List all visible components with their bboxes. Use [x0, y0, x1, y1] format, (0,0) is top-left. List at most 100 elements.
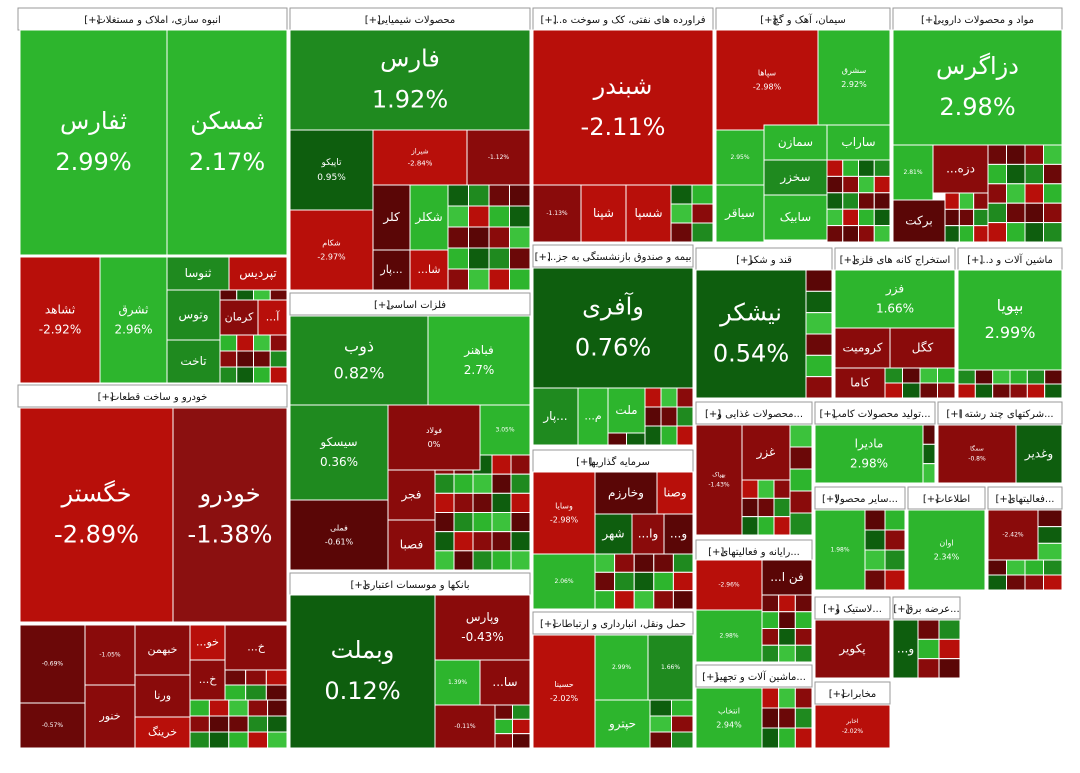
- expand-toggle[interactable]: [+]: [540, 15, 556, 26]
- stock-tile: [826, 124, 891, 161]
- expand-toggle[interactable]: [+]: [705, 409, 721, 420]
- stock-tile: [84, 624, 136, 686]
- filler-tile: [491, 492, 512, 514]
- expand-toggle[interactable]: [+]: [893, 604, 909, 615]
- stock-tile: [834, 327, 891, 369]
- filler-tile: [794, 687, 813, 709]
- expand-toggle[interactable]: [+]: [829, 689, 845, 700]
- filler-tile: [884, 569, 906, 591]
- filler-tile: [987, 183, 1007, 204]
- stock-change: -0.57%: [42, 722, 64, 729]
- stock-name: خنور: [98, 710, 120, 723]
- filler-tile: [509, 268, 531, 291]
- stock-change: 0.95%: [317, 173, 346, 183]
- stock-tile: [532, 553, 596, 610]
- stock-tile: [663, 513, 694, 555]
- filler-tile: [958, 225, 975, 243]
- stock-tile: [834, 367, 886, 399]
- stock-tile: [763, 194, 828, 241]
- expand-toggle[interactable]: [+]: [702, 672, 718, 683]
- expand-toggle[interactable]: [+]: [967, 255, 983, 266]
- filler-tile: [902, 367, 921, 384]
- stock-name: سیسکو: [319, 435, 357, 450]
- sector-header: [532, 611, 694, 635]
- filler-tile: [757, 479, 775, 499]
- filler-tile: [253, 350, 271, 368]
- filler-tile: [224, 669, 247, 686]
- stock-change: 2.96%: [114, 323, 152, 337]
- filler-tile: [447, 205, 469, 228]
- expand-toggle[interactable]: [+]: [98, 392, 114, 403]
- sector-title: قند و شکر[+]: [736, 255, 792, 266]
- expand-toggle[interactable]: [+]: [84, 15, 100, 26]
- stock-change: 2.95%: [730, 154, 749, 161]
- filler-tile: [987, 144, 1007, 165]
- sector-title-text: ...محصولات غذایی و: [716, 409, 803, 420]
- filler-tile: [773, 479, 791, 499]
- expand-toggle[interactable]: [+]: [923, 494, 939, 505]
- filler-tile: [794, 594, 813, 613]
- sector-title-text: خودرو و ساخت قطعات: [110, 392, 208, 403]
- filler-tile: [660, 387, 678, 408]
- expand-toggle[interactable]: [+]: [823, 604, 839, 615]
- sector-title-text: استخراج کانه های فلزی: [852, 255, 950, 266]
- filler-tile: [922, 463, 936, 484]
- sector-title-text: ...رایانه و فعالیتهای: [720, 547, 800, 558]
- filler-tile: [247, 731, 269, 749]
- expand-toggle[interactable]: [+]: [374, 300, 390, 311]
- filler-tile: [434, 473, 455, 494]
- filler-tile: [472, 473, 493, 494]
- filler-tile: [1024, 163, 1044, 185]
- filler-tile: [957, 383, 976, 399]
- stock-tile: [224, 624, 288, 671]
- expand-toggle[interactable]: [+]: [946, 409, 962, 420]
- sector-header: [289, 292, 531, 316]
- stock-change: -2.97%: [317, 252, 346, 261]
- stock-tile: [409, 184, 449, 251]
- filler-tile: [594, 590, 616, 610]
- filler-tile: [761, 644, 780, 663]
- stock-tile: [289, 209, 374, 291]
- filler-tile: [644, 406, 662, 427]
- filler-tile: [987, 222, 1007, 243]
- stock-tile: [289, 404, 389, 501]
- sector-header: [937, 401, 1063, 425]
- expand-toggle[interactable]: [+]: [535, 252, 551, 263]
- stock-name: فن ا...: [770, 570, 803, 585]
- stock-change: 1.39%: [448, 679, 467, 686]
- expand-toggle[interactable]: [+]: [576, 457, 592, 468]
- expand-toggle[interactable]: [+]: [540, 619, 556, 630]
- filler-tile: [488, 226, 510, 249]
- stock-name: پکویر: [838, 642, 865, 657]
- filler-tile: [1006, 222, 1026, 243]
- stock-change: -0.43%: [461, 630, 503, 644]
- filler-tile: [957, 369, 976, 385]
- stock-tile: [889, 327, 956, 369]
- filler-tile: [453, 492, 474, 514]
- stock-name: انتخاب: [718, 707, 740, 716]
- expand-toggle[interactable]: [+]: [708, 547, 724, 558]
- expand-toggle[interactable]: [+]: [760, 15, 776, 26]
- expand-toggle[interactable]: [+]: [365, 15, 381, 26]
- expand-toggle[interactable]: [+]: [921, 15, 937, 26]
- filler-tile: [826, 225, 844, 243]
- stock-name: ثفارس: [60, 107, 127, 135]
- sector-title: فلزات اساسی[+]: [374, 300, 446, 311]
- filler-tile: [741, 479, 759, 499]
- stock-tile: [19, 702, 86, 749]
- expand-toggle[interactable]: [+]: [996, 494, 1012, 505]
- filler-tile: [1044, 369, 1063, 385]
- expand-toggle[interactable]: [+]: [736, 255, 752, 266]
- filler-tile: [757, 516, 775, 536]
- filler-tile: [789, 468, 813, 492]
- expand-toggle[interactable]: [+]: [840, 255, 856, 266]
- stock-name: سابیک: [780, 210, 811, 224]
- filler-tile: [267, 731, 288, 749]
- filler-tile: [468, 226, 490, 249]
- filler-tile: [633, 553, 655, 573]
- stock-tile: [814, 509, 866, 591]
- expand-toggle[interactable]: [+]: [350, 580, 366, 591]
- expand-toggle[interactable]: [+]: [819, 409, 835, 420]
- stock-name: فصبا: [400, 538, 423, 552]
- expand-toggle[interactable]: [+]: [822, 494, 838, 505]
